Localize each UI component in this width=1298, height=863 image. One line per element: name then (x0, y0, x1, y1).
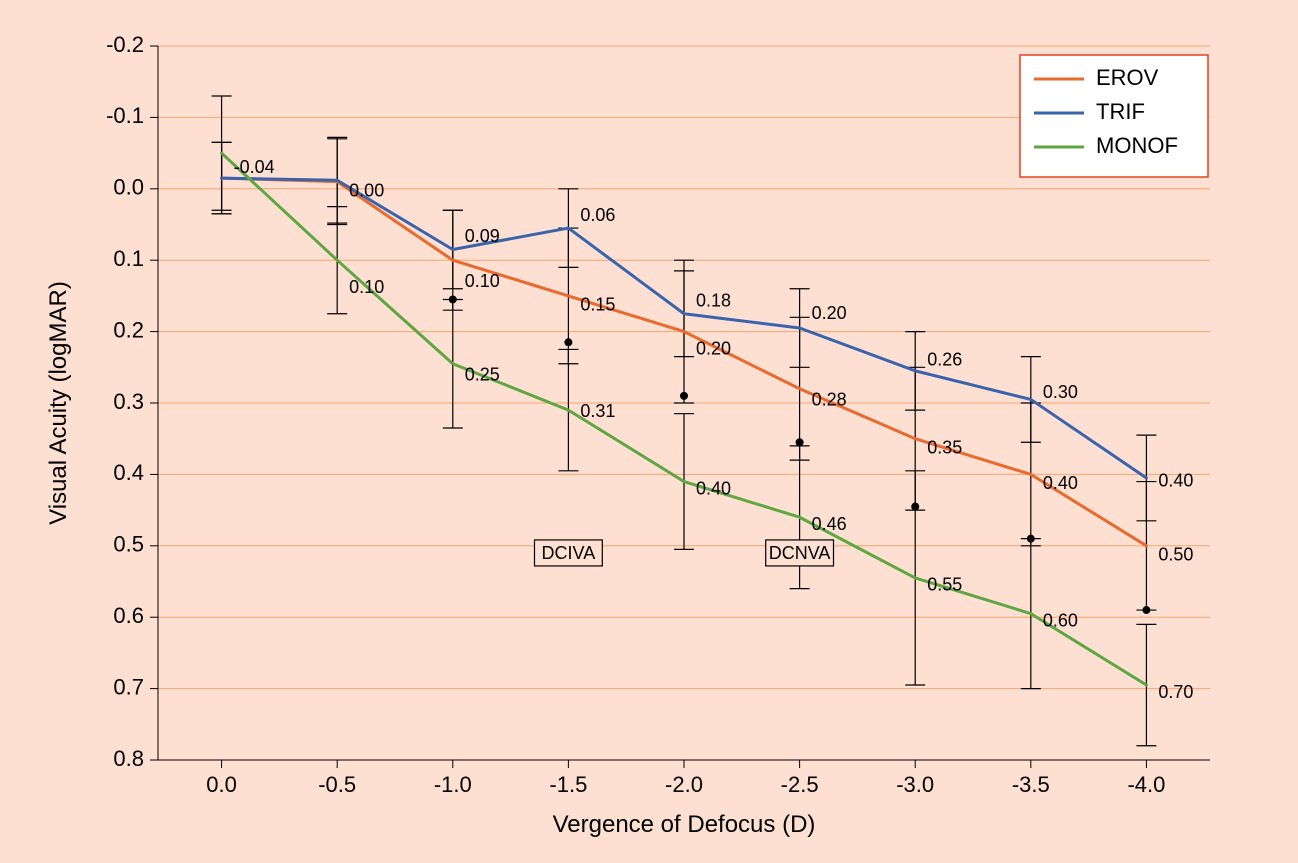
y-tick-label: -0.1 (106, 103, 144, 128)
x-tick-label: -0.5 (318, 772, 356, 797)
data-label: 0.40 (696, 478, 731, 498)
data-label: 0.35 (927, 437, 962, 457)
data-label: 0.46 (812, 514, 847, 534)
data-label: 0.40 (1158, 471, 1193, 491)
data-label: 0.20 (812, 303, 847, 323)
y-tick-label: 0.4 (113, 460, 144, 485)
data-label: 0.10 (349, 277, 384, 297)
data-label: 0.31 (580, 401, 615, 421)
data-label: 0.55 (927, 575, 962, 595)
legend-label: MONOF (1096, 133, 1178, 158)
data-label: 0.25 (465, 364, 500, 384)
data-label: 0.10 (465, 271, 500, 291)
data-label: 0.50 (1158, 545, 1193, 565)
x-tick-label: -3.0 (896, 772, 934, 797)
data-label: 0.09 (465, 226, 500, 246)
legend-label: EROV (1096, 65, 1159, 90)
x-tick-label: 0.0 (206, 772, 237, 797)
x-tick-label: -1.5 (549, 772, 587, 797)
x-tick-label: -2.5 (781, 772, 819, 797)
y-tick-label: 0.6 (113, 603, 144, 628)
data-label: 0.28 (812, 389, 847, 409)
y-tick-label: 0.7 (113, 674, 144, 699)
y-tick-label: 0.5 (113, 532, 144, 557)
defocus-curve-chart: -0.2 -0.1 0.0 0.1 0.2 0.3 0.4 0.5 0.6 0.7 0.8 0.0 -0… (0, 0, 1298, 863)
y-tick-label: 0.1 (113, 246, 144, 271)
data-label: -0.04 (234, 157, 275, 177)
significance-dot (449, 295, 457, 303)
significance-dot (1027, 535, 1035, 543)
data-label: 0.26 (927, 350, 962, 370)
y-tick-label: 0.3 (113, 389, 144, 414)
data-label: 0.40 (1043, 473, 1078, 493)
significance-dot (1142, 606, 1150, 614)
significance-dot (564, 338, 572, 346)
x-tick-label: -4.0 (1127, 772, 1165, 797)
x-tick-label: -3.5 (1012, 772, 1050, 797)
y-tick-label: -0.2 (106, 32, 144, 57)
x-tick-label: -2.0 (665, 772, 703, 797)
significance-dot (796, 438, 804, 446)
x-axis-label: Vergence of Defocus (D) (553, 811, 816, 838)
data-label: 0.18 (696, 291, 731, 311)
annotation-label: DCNVA (769, 543, 831, 563)
y-tick-label: 0.0 (113, 175, 144, 200)
y-axis-label: Visual Acuity (logMAR) (45, 281, 72, 525)
significance-dot (680, 392, 688, 400)
annotation-label: DCIVA (542, 543, 596, 563)
x-tick-label: -1.0 (434, 772, 472, 797)
data-label: 0.30 (1043, 382, 1078, 402)
data-label: 0.00 (349, 180, 384, 200)
significance-dot (911, 503, 919, 511)
data-label: 0.70 (1158, 682, 1193, 702)
data-label: 0.60 (1043, 610, 1078, 630)
y-tick-label: 0.2 (113, 317, 144, 342)
legend-label: TRIF (1096, 99, 1145, 124)
data-label: 0.06 (580, 205, 615, 225)
data-label: 0.15 (580, 295, 615, 315)
data-label: 0.20 (696, 338, 731, 358)
y-tick-label: 0.8 (113, 746, 144, 771)
